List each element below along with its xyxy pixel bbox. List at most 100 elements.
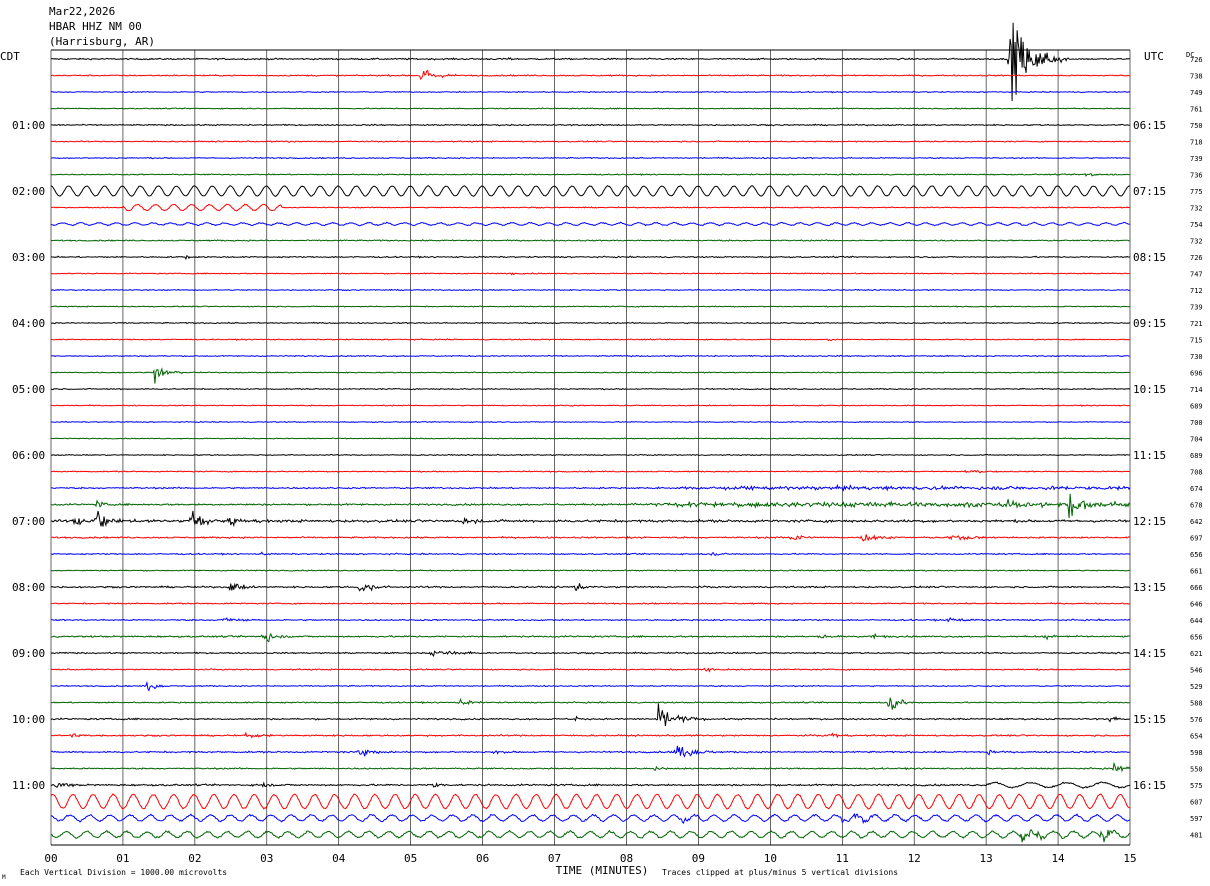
trace-line-29 <box>50 510 1131 528</box>
header-date: Mar22,2026 <box>49 5 115 18</box>
x-tick-label: 02 <box>188 852 201 865</box>
trace-line-44 <box>50 761 1131 773</box>
trace-line-27 <box>50 483 1131 492</box>
trace-line-26 <box>50 469 1131 474</box>
trace-line-4 <box>50 107 1131 110</box>
dc-value-label: 704 <box>1190 436 1203 444</box>
left-hour-label: 08:00 <box>12 581 45 594</box>
dc-value-label: 674 <box>1190 485 1203 493</box>
right-hour-labels: 06:15 07:15 08:15 09:15 10:15 11:15 12:15 13:15… <box>1133 119 1166 792</box>
trace-group <box>50 22 1131 843</box>
right-hour-label: 14:15 <box>1133 647 1166 660</box>
dc-value-label: 739 <box>1190 155 1203 163</box>
trace-line-41 <box>50 703 1131 727</box>
trace-line-1 <box>50 22 1131 102</box>
x-tick-label: 06 <box>476 852 489 865</box>
left-hour-label: 06:00 <box>12 449 45 462</box>
dc-value-label: 481 <box>1190 832 1203 840</box>
trace-line-35 <box>50 616 1131 623</box>
dc-value-label: 597 <box>1190 815 1203 823</box>
x-tick-label: 14 <box>1051 852 1065 865</box>
dc-value-label: 726 <box>1190 254 1203 262</box>
dc-value-label: 576 <box>1190 716 1203 724</box>
dc-value-label: 550 <box>1190 766 1203 774</box>
dc-value-label: 761 <box>1190 106 1203 114</box>
right-hour-label: 15:15 <box>1133 713 1166 726</box>
dc-value-label: 661 <box>1190 568 1203 576</box>
right-hour-label: 08:15 <box>1133 251 1166 264</box>
header: Mar22,2026 HBAR HHZ NM 00 (Harrisburg, A… <box>49 5 155 48</box>
dc-value-label: 738 <box>1190 73 1203 81</box>
x-axis-title: TIME (MINUTES) <box>556 864 649 877</box>
trace-line-6 <box>50 140 1131 143</box>
dc-value-label: 654 <box>1190 733 1203 741</box>
dc-value-label: 715 <box>1190 337 1203 345</box>
right-hour-label: 10:15 <box>1133 383 1166 396</box>
trace-line-36 <box>50 632 1131 643</box>
dc-value-label: 726 <box>1190 56 1203 64</box>
left-hour-labels: 01:00 02:00 03:00 04:00 05:00 06:00 07:00 08:00… <box>12 119 45 792</box>
trace-line-47 <box>50 812 1131 825</box>
left-hour-label: 01:00 <box>12 119 45 132</box>
dc-value-label: 754 <box>1190 221 1203 229</box>
trace-line-16 <box>50 305 1131 308</box>
trace-line-13 <box>50 254 1131 261</box>
trace-line-7 <box>50 156 1131 160</box>
trace-line-42 <box>50 731 1131 739</box>
trace-line-38 <box>50 667 1131 673</box>
trace-line-19 <box>50 354 1131 358</box>
x-tick-label: 05 <box>404 852 417 865</box>
corner-mark: M <box>2 874 6 881</box>
x-tick-label: 00 <box>44 852 57 865</box>
dc-value-label: 646 <box>1190 601 1203 609</box>
trace-line-37 <box>50 650 1131 658</box>
trace-line-32 <box>50 569 1131 572</box>
dc-value-label: 732 <box>1190 205 1203 213</box>
trace-line-45 <box>50 781 1131 789</box>
dc-value-label: 529 <box>1190 683 1203 691</box>
trace-line-24 <box>50 437 1131 440</box>
left-hour-label: 09:00 <box>12 647 45 660</box>
dc-value-label: 546 <box>1190 667 1203 675</box>
dc-value-label: 689 <box>1190 452 1203 460</box>
right-hour-label: 06:15 <box>1133 119 1166 132</box>
trace-line-39 <box>50 680 1131 692</box>
header-location: (Harrisburg, AR) <box>49 35 155 48</box>
trace-line-21 <box>50 387 1131 391</box>
trace-line-46 <box>50 793 1131 810</box>
dc-value-label: 721 <box>1190 320 1203 328</box>
trace-line-33 <box>50 582 1131 592</box>
dc-value-label: 718 <box>1190 139 1203 147</box>
dc-value-label: 697 <box>1190 535 1203 543</box>
left-hour-label: 05:00 <box>12 383 45 396</box>
x-tick-label: 09 <box>692 852 705 865</box>
trace-line-14 <box>50 272 1131 276</box>
dc-value-label: 607 <box>1190 799 1203 807</box>
trace-line-25 <box>50 453 1131 457</box>
dc-value-label: 775 <box>1190 188 1203 196</box>
x-tick-label: 10 <box>764 852 777 865</box>
dc-label: DC <box>1186 51 1194 59</box>
dc-value-label: 678 <box>1190 502 1203 510</box>
dc-value-label: 700 <box>1190 419 1203 427</box>
dc-value-label: 732 <box>1190 238 1203 246</box>
trace-line-20 <box>50 367 1131 384</box>
dc-value-label: 736 <box>1190 172 1203 180</box>
trace-line-10 <box>50 203 1131 212</box>
dc-value-label: 730 <box>1190 353 1203 361</box>
dc-value-label: 588 <box>1190 700 1203 708</box>
trace-line-2 <box>50 69 1131 80</box>
trace-line-9 <box>50 185 1130 198</box>
dc-value-label: 666 <box>1190 584 1203 592</box>
dc-value-label: 747 <box>1190 271 1203 279</box>
header-station: HBAR HHZ NM 00 <box>49 20 142 33</box>
trace-line-3 <box>50 90 1131 94</box>
left-hour-label: 02:00 <box>12 185 45 198</box>
trace-line-34 <box>50 601 1131 605</box>
time-grid <box>50 49 1131 846</box>
trace-line-17 <box>50 321 1131 325</box>
x-tick-label: 13 <box>980 852 993 865</box>
right-hour-label: 16:15 <box>1133 779 1166 792</box>
dc-value-label: 712 <box>1190 287 1203 295</box>
trace-line-31 <box>51 551 1131 557</box>
